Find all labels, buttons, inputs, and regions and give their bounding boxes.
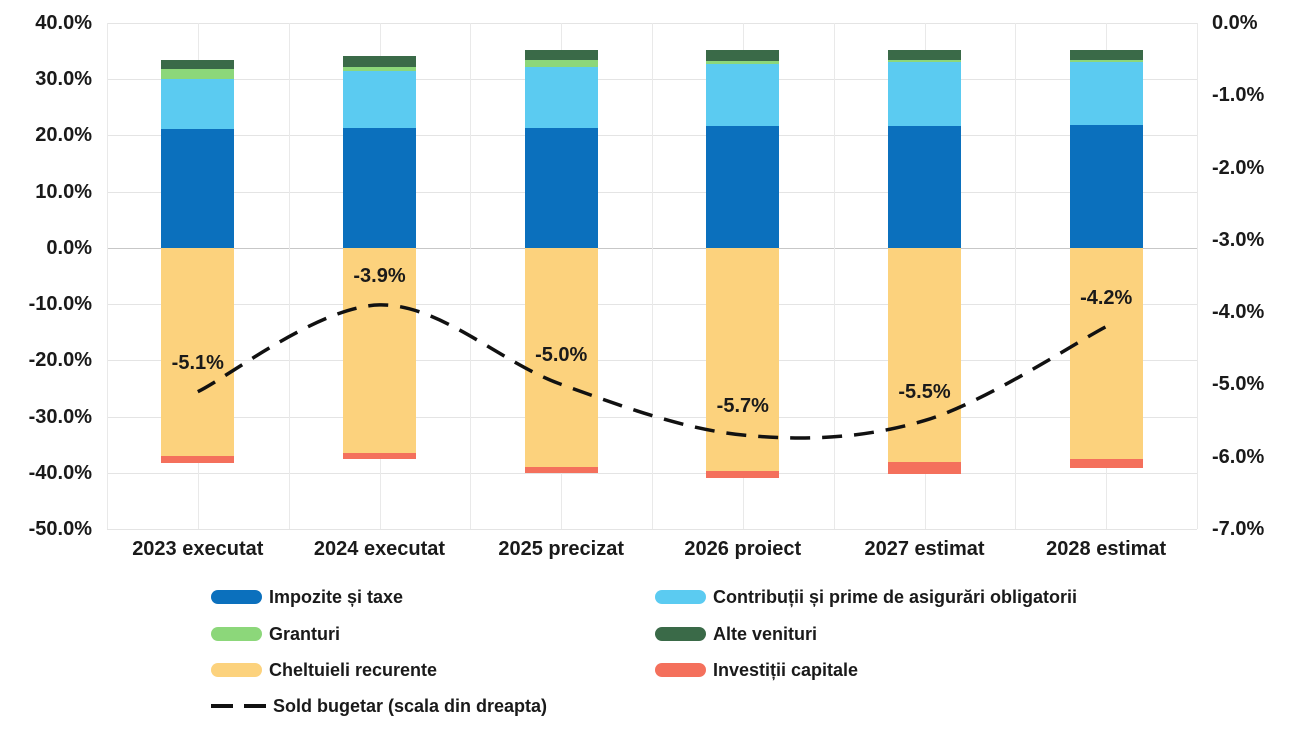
bar-segment [706,64,780,126]
line-point-label: -5.1% [171,351,224,374]
left-axis-tick-label: 0.0% [46,236,92,259]
bar-segment [161,79,235,130]
bar-segment [888,247,961,463]
bar-segment [706,247,780,472]
bar-segment [1069,60,1143,63]
legend-item: Sold bugetar (scala din dreapta) [211,692,547,720]
legend-color-swatch [211,590,262,604]
bar-segment [1069,62,1143,125]
legend-item: Cheltuieli recurente [211,656,437,684]
left-axis-tick-label: -40.0% [28,461,92,484]
x-axis-category-label: 2025 precizat [498,538,624,560]
gridline-vertical [833,23,835,529]
bar-segment [706,60,780,65]
legend-color-swatch [655,590,706,604]
gridline-horizontal [107,529,1197,530]
right-axis-tick-label: -4.0% [1212,301,1265,324]
line-point-label: -3.9% [353,264,406,287]
x-axis-category-label: 2024 executat [313,538,446,560]
bar-segment [161,455,235,463]
line-point-label: -4.2% [1080,286,1133,309]
right-axis-tick-label: 0.0% [1212,12,1258,34]
gridline-vertical [107,23,108,529]
line-point-label: -5.5% [898,380,951,403]
bar-segment [161,129,235,248]
left-axis-tick-label: 20.0% [35,124,92,147]
bar-segment [343,67,416,72]
bar-segment [524,50,598,60]
line-point-label: -5.0% [535,344,588,367]
bar-segment [343,128,416,248]
right-axis-tick-label: -2.0% [1212,156,1265,179]
bar-segment [706,471,780,478]
legend-item: Contribuții și prime de asigurări obliga… [655,583,1077,611]
bar-segment [888,125,961,248]
dash-segment [211,704,233,708]
legend-item: Impozite și taxe [211,583,403,611]
bar-segment [888,50,961,61]
legend-label: Impozite și taxe [269,587,404,607]
legend-item: Investiții capitale [655,656,858,684]
bar-segment [1069,124,1143,248]
left-axis-tick-label: 30.0% [35,68,92,91]
dashed-line-icon [211,704,266,708]
left-axis-tick-label: 40.0% [35,12,92,34]
bar-segment [1069,247,1143,459]
legend-label: Sold bugetar (scala din dreapta) [273,696,548,716]
gridline-vertical [288,23,290,529]
right-axis-tick-label: -3.0% [1212,228,1265,251]
left-axis-tick-label: -10.0% [28,293,92,316]
bar-segment [1069,458,1143,469]
x-axis-category-label: 2028 estimat [1046,538,1167,560]
legend-item: Granturi [211,620,340,648]
legend-color-swatch [211,663,262,677]
left-axis-tick-label: -30.0% [28,405,92,428]
bar-segment [524,67,598,128]
bar-segment [706,125,780,248]
bar-segment [1069,50,1143,61]
bar-segment [888,60,961,63]
x-axis-category-label: 2026 proiect [684,538,802,560]
right-axis-tick-label: -7.0% [1212,518,1265,540]
legend-color-swatch [211,627,262,641]
x-axis-category-label: 2023 executat [132,538,264,560]
gridline-vertical [1197,23,1198,529]
line-point-label: -5.7% [716,395,769,417]
bar-segment [524,127,598,248]
right-axis-tick-label: -6.0% [1212,445,1265,468]
right-axis-tick-label: -5.0% [1212,373,1265,396]
legend-color-swatch [655,627,706,641]
bar-segment [888,62,961,126]
bar-segment [343,56,416,68]
bar-segment [161,59,235,69]
left-axis-tick-label: -20.0% [28,349,92,372]
legend-color-swatch [655,663,706,677]
gridline-vertical [652,23,653,529]
legend-label: Granturi [269,624,341,644]
left-axis-tick-label: 10.0% [35,180,92,203]
legend-label: Contribuții și prime de asigurări obliga… [713,587,1078,607]
bar-segment [524,467,598,473]
gridline-vertical [470,23,472,529]
left-axis-tick-label: -50.0% [28,518,92,540]
x-axis-category-label: 2027 estimat [864,538,985,560]
bar-segment [343,71,416,129]
legend-label: Alte venituri [713,624,818,644]
bar-segment [161,68,235,80]
dash-segment [244,704,266,708]
legend-item: Alte venituri [655,620,817,648]
bar-segment [524,59,598,68]
gridline-vertical [1015,23,1017,529]
bar-segment [888,462,961,475]
legend-label: Cheltuieli recurente [269,660,438,680]
bar-segment [343,453,416,460]
legend-label: Investiții capitale [713,660,859,680]
right-axis-tick-label: -1.0% [1212,84,1265,107]
bar-segment [706,50,780,61]
